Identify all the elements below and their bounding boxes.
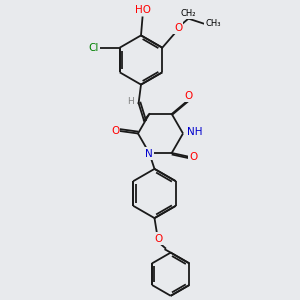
Text: CH₃: CH₃	[206, 20, 221, 28]
Text: O: O	[174, 22, 182, 33]
Text: O: O	[154, 233, 163, 244]
Text: NH: NH	[187, 127, 202, 137]
Text: O: O	[190, 152, 198, 162]
Text: HO: HO	[134, 5, 151, 15]
Text: H: H	[127, 97, 134, 106]
Text: CH₂: CH₂	[181, 9, 196, 18]
Text: N: N	[145, 148, 152, 159]
Text: O: O	[184, 91, 192, 101]
Text: Cl: Cl	[88, 43, 98, 53]
Text: O: O	[111, 126, 119, 136]
